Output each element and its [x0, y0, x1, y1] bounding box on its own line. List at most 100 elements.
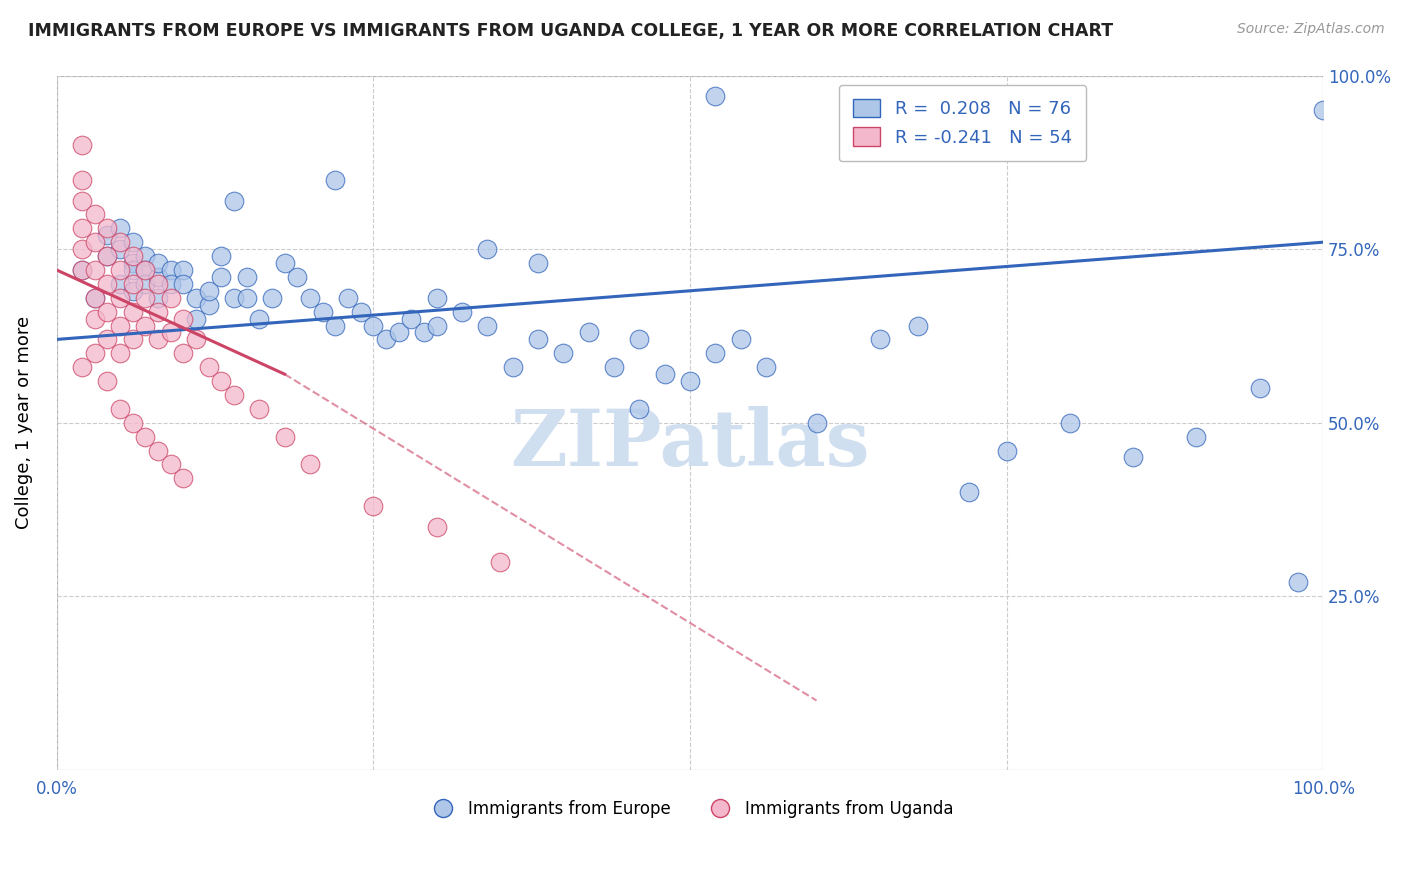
- Point: [489, 555, 512, 569]
- Point: [273, 430, 295, 444]
- Point: [121, 304, 143, 318]
- Point: [121, 249, 143, 263]
- Point: [235, 291, 257, 305]
- Point: [957, 485, 980, 500]
- Point: [134, 318, 156, 333]
- Point: [654, 367, 676, 381]
- Point: [70, 221, 93, 235]
- Point: [273, 256, 295, 270]
- Point: [553, 346, 575, 360]
- Point: [578, 326, 600, 340]
- Point: [907, 318, 929, 333]
- Point: [184, 291, 207, 305]
- Text: Source: ZipAtlas.com: Source: ZipAtlas.com: [1237, 22, 1385, 37]
- Point: [1059, 416, 1081, 430]
- Point: [247, 401, 270, 416]
- Point: [159, 326, 181, 340]
- Point: [70, 172, 93, 186]
- Point: [323, 172, 346, 186]
- Point: [159, 277, 181, 291]
- Point: [134, 291, 156, 305]
- Point: [70, 263, 93, 277]
- Point: [96, 221, 118, 235]
- Point: [1286, 575, 1309, 590]
- Point: [374, 333, 396, 347]
- Point: [184, 333, 207, 347]
- Point: [995, 443, 1018, 458]
- Point: [1185, 430, 1208, 444]
- Point: [70, 360, 93, 375]
- Point: [159, 263, 181, 277]
- Point: [146, 269, 169, 284]
- Point: [704, 346, 727, 360]
- Point: [755, 360, 778, 375]
- Point: [1312, 103, 1334, 118]
- Point: [349, 304, 371, 318]
- Point: [83, 346, 105, 360]
- Point: [121, 277, 143, 291]
- Point: [247, 311, 270, 326]
- Point: [172, 346, 194, 360]
- Point: [121, 416, 143, 430]
- Point: [108, 242, 131, 256]
- Point: [121, 333, 143, 347]
- Point: [108, 263, 131, 277]
- Point: [83, 235, 105, 250]
- Point: [134, 277, 156, 291]
- Point: [361, 318, 384, 333]
- Point: [172, 263, 194, 277]
- Point: [222, 388, 245, 402]
- Point: [134, 430, 156, 444]
- Point: [146, 277, 169, 291]
- Point: [70, 242, 93, 256]
- Point: [361, 499, 384, 513]
- Point: [96, 249, 118, 263]
- Point: [134, 263, 156, 277]
- Point: [70, 138, 93, 153]
- Point: [108, 235, 131, 250]
- Point: [628, 401, 651, 416]
- Point: [298, 458, 321, 472]
- Point: [146, 291, 169, 305]
- Point: [184, 311, 207, 326]
- Point: [96, 333, 118, 347]
- Point: [235, 269, 257, 284]
- Point: [146, 333, 169, 347]
- Point: [134, 263, 156, 277]
- Point: [83, 311, 105, 326]
- Point: [426, 318, 449, 333]
- Point: [806, 416, 828, 430]
- Point: [311, 304, 333, 318]
- Point: [134, 249, 156, 263]
- Point: [96, 304, 118, 318]
- Point: [298, 291, 321, 305]
- Point: [108, 277, 131, 291]
- Point: [83, 291, 105, 305]
- Point: [323, 318, 346, 333]
- Y-axis label: College, 1 year or more: College, 1 year or more: [15, 316, 32, 529]
- Point: [83, 207, 105, 221]
- Text: IMMIGRANTS FROM EUROPE VS IMMIGRANTS FROM UGANDA COLLEGE, 1 YEAR OR MORE CORRELA: IMMIGRANTS FROM EUROPE VS IMMIGRANTS FRO…: [28, 22, 1114, 40]
- Point: [1122, 450, 1144, 465]
- Point: [399, 311, 422, 326]
- Point: [172, 311, 194, 326]
- Point: [146, 256, 169, 270]
- Point: [502, 360, 524, 375]
- Point: [477, 318, 499, 333]
- Point: [70, 194, 93, 208]
- Legend: Immigrants from Europe, Immigrants from Uganda: Immigrants from Europe, Immigrants from …: [419, 793, 960, 824]
- Point: [83, 291, 105, 305]
- Point: [285, 269, 308, 284]
- Point: [412, 326, 434, 340]
- Point: [108, 318, 131, 333]
- Point: [96, 249, 118, 263]
- Point: [869, 333, 891, 347]
- Point: [146, 304, 169, 318]
- Point: [197, 284, 219, 298]
- Point: [260, 291, 283, 305]
- Point: [159, 291, 181, 305]
- Point: [121, 263, 143, 277]
- Point: [209, 269, 232, 284]
- Point: [96, 228, 118, 243]
- Point: [209, 374, 232, 388]
